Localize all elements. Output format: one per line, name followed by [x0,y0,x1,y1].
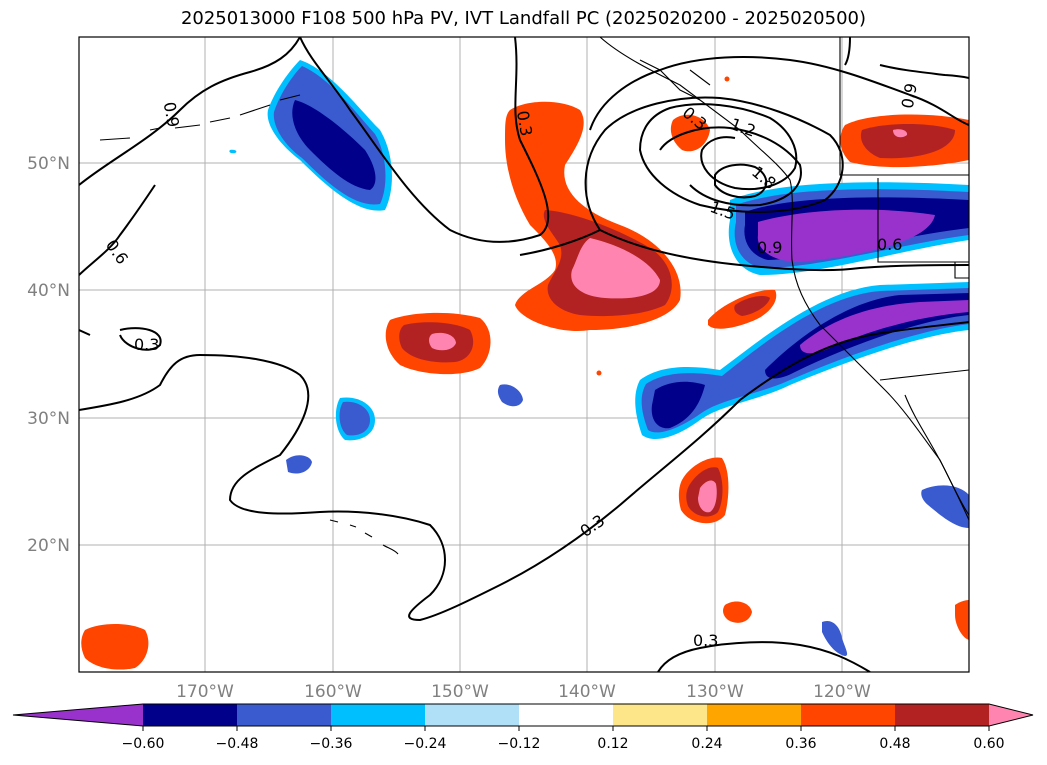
colorbar: −0.60 −0.48 −0.36 −0.24 −0.12 0.12 0.24 0.36 0.4… [12,703,1034,752]
contour-label: 0.9 [757,238,782,257]
lon-labels: 170°W 160°W 150°W 140°W 130°W 120°W [176,682,871,702]
colorbar-swatch [895,704,990,726]
blob-small-orange-1 [723,601,752,623]
colorbar-label: −0.36 [310,736,353,752]
colorbar-extend-low [13,704,143,726]
colorbar-label: 0.24 [691,736,722,752]
colorbar-swatch [425,704,520,726]
blob-small-4 [229,149,237,154]
colorbar-label: 0.48 [879,736,910,752]
blob-se-1 [921,485,969,528]
colorbar-swatch [707,704,802,726]
blob-small-2 [286,455,312,474]
map-frame [78,36,970,673]
colorbar-label: 0.60 [973,736,1004,752]
blob-nw-coast-red [670,114,710,152]
blob-small-3 [497,384,523,407]
colorbar-swatch [801,704,896,726]
colorbar-swatch [143,704,238,726]
lat-label: 50°N [27,154,70,174]
lon-label: 160°W [304,682,362,702]
contour-label: 0.9 [898,82,921,110]
lon-label: 140°W [558,682,616,702]
contour-label: 0.6 [877,235,902,254]
colorbar-label: −0.48 [216,736,259,752]
lon-label: 170°W [176,682,234,702]
colorbar-extend-high [989,704,1033,726]
colorbar-label: 0.12 [597,736,628,752]
pv-contours [79,37,969,672]
lon-label: 120°W [813,682,871,702]
blob-small-orange-2 [955,600,969,640]
contour-label: 0.3 [693,631,718,650]
colorbar-label: −0.60 [122,736,165,752]
colorbar-swatch [613,704,708,726]
colorbar-label: −0.12 [498,736,541,752]
map-title: 2025013000 F108 500 hPa PV, IVT Landfall… [180,8,867,29]
lat-labels: 50°N 40°N 30°N 20°N [27,154,70,556]
lat-label: 40°N [27,281,70,301]
lat-label: 30°N [27,409,70,429]
lon-label: 150°W [431,682,489,702]
coastlines [99,37,969,555]
blob-se-2 [822,620,848,656]
contour-label: 0.3 [134,335,159,354]
map-plot-area: 0.9 0.3 0.6 0.3 0.3 0.3 1.2 1.8 1.5 0.9 … [79,37,969,672]
colorbar-swatch [237,704,332,726]
contour-label: 0.3 [513,109,536,137]
colorbar-swatch [519,704,614,726]
blob-sw-orange [81,624,149,670]
colorbar-label: 0.36 [785,736,816,752]
lon-label: 130°W [686,682,744,702]
contour-label: 0.9 [160,100,183,128]
colorbar-label: −0.24 [404,736,447,752]
lat-label: 20°N [27,536,70,556]
colorbar-swatch [331,704,426,726]
